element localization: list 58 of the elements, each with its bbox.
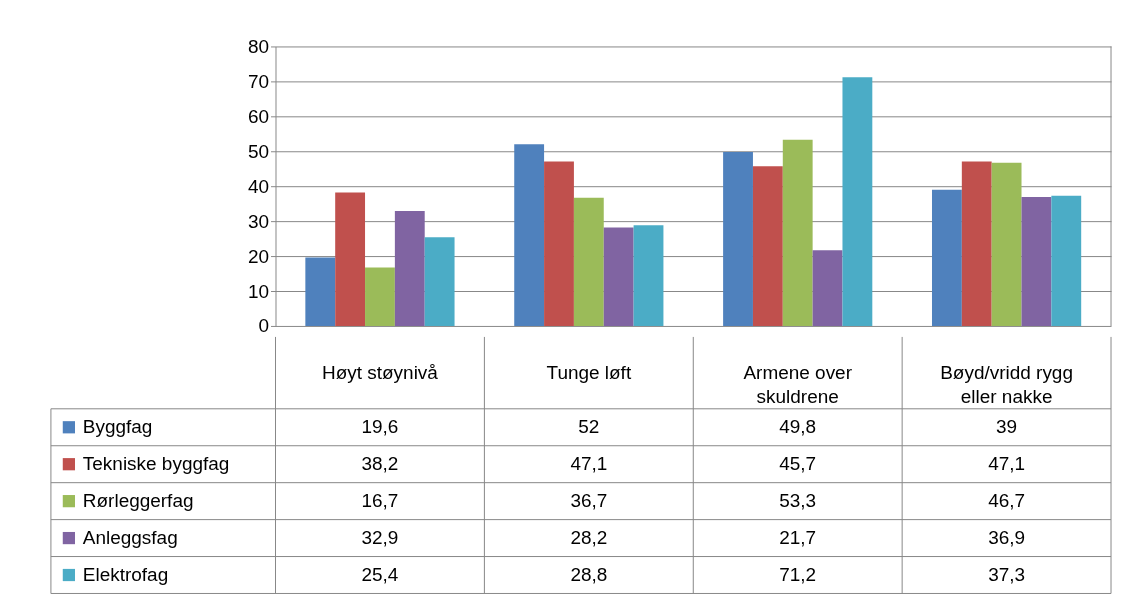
data-label: 28,8: [570, 564, 608, 585]
x-tick-label: Høyt støynivå: [322, 361, 439, 383]
data-label: 71,2: [779, 564, 817, 585]
data-label: 38,2: [361, 453, 399, 475]
bar: [633, 225, 664, 326]
data-label: 32,9: [361, 527, 399, 549]
data-label: 25,4: [361, 564, 399, 585]
bar: [603, 227, 634, 326]
bar: [782, 139, 813, 326]
bar: [991, 162, 1022, 326]
legend-label: Tekniske byggfag: [82, 453, 230, 475]
bar: [573, 197, 604, 326]
bar: [1021, 197, 1052, 326]
data-label: 36,7: [570, 490, 608, 512]
y-tick-label: 70: [247, 70, 270, 92]
data-label: 49,8: [779, 416, 817, 438]
bar: [812, 250, 843, 326]
x-tick-label: Bøyd/vridd rygg eller nakke: [940, 361, 1073, 407]
legend-label: Anleggsfag: [82, 527, 178, 549]
bar: [723, 151, 753, 326]
data-label: 16,7: [361, 490, 399, 512]
data-label: 52: [578, 416, 600, 438]
data-label: 46,7: [988, 490, 1026, 512]
y-tick-label: 10: [247, 280, 270, 302]
data-label: 53,3: [779, 490, 817, 512]
bar: [961, 161, 992, 326]
y-tick-label: 20: [247, 245, 270, 267]
bar: [514, 144, 545, 326]
bar: [305, 257, 336, 326]
data-label: 47,1: [988, 453, 1026, 475]
y-tick-label: 60: [247, 105, 270, 127]
y-tick-label: 0: [258, 315, 270, 337]
bar: [365, 267, 395, 326]
data-label: 47,1: [570, 453, 608, 475]
bar: [544, 161, 574, 326]
data-label: 39: [996, 416, 1018, 438]
data-label: 37,3: [988, 564, 1026, 585]
data-label: 45,7: [779, 453, 817, 475]
x-tick-label: Tunge løft: [546, 361, 632, 383]
bar: [424, 237, 455, 326]
y-tick-label: 40: [247, 175, 270, 197]
x-tick-label: Armene over skuldrene: [743, 361, 852, 407]
y-tick-label: 30: [247, 210, 270, 232]
legend-label: Byggfag: [82, 416, 153, 438]
legend-label: Elektrofag: [82, 564, 169, 585]
bar: [1051, 195, 1082, 326]
data-label: 19,6: [361, 416, 399, 438]
bar: [335, 192, 366, 326]
data-label: 36,9: [988, 527, 1026, 549]
y-tick-label: 50: [247, 140, 270, 162]
y-tick-label: 80: [247, 35, 270, 57]
bar: [931, 189, 962, 326]
data-label: 21,7: [779, 527, 817, 549]
legend-label: Rørleggerfag: [82, 490, 194, 512]
bar: [842, 77, 873, 326]
bar: [752, 166, 783, 326]
bar: [394, 211, 425, 326]
data-label: 28,2: [570, 527, 608, 549]
